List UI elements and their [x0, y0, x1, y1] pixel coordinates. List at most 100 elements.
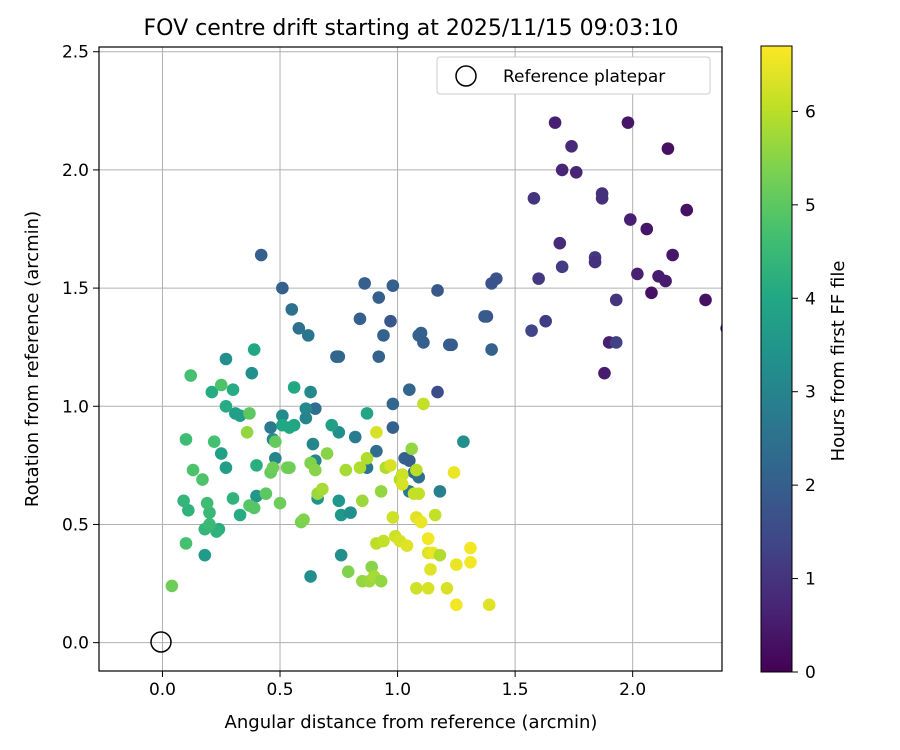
scatter-point	[555, 260, 569, 274]
scatter-point	[485, 343, 498, 356]
scatter-point	[403, 454, 416, 467]
scatter-point	[431, 385, 444, 399]
scatter-point	[365, 560, 379, 574]
colorbar-ticks: 0 1 2 3 4 5 6	[792, 102, 816, 683]
scatter-point	[339, 463, 353, 477]
scatter-point	[196, 473, 209, 486]
scatter-point	[344, 506, 357, 519]
colorbar-tick-label: 0	[805, 663, 816, 683]
scatter-point	[269, 435, 282, 449]
scatter-point	[226, 492, 240, 505]
scatter-point	[386, 397, 400, 411]
y-tick-label: 0.0	[62, 634, 89, 654]
scatter-point	[478, 310, 491, 323]
scatter-point	[301, 329, 315, 342]
scatter-point	[588, 255, 602, 269]
scatter-point	[219, 461, 233, 475]
scatter-point	[661, 142, 675, 155]
scatter-point	[332, 494, 346, 508]
scatter-point	[433, 548, 447, 562]
scatter-point	[250, 459, 263, 472]
scatter-point	[308, 402, 322, 415]
scatter-point	[287, 381, 301, 394]
colorbar-gradient	[760, 45, 793, 673]
scatter-point	[464, 555, 477, 569]
scatter-point	[372, 291, 386, 304]
scatter-point	[269, 451, 282, 465]
scatter-point	[431, 284, 444, 297]
scatter-point	[306, 437, 320, 451]
scatter-point	[334, 548, 348, 562]
y-axis: 0.0 0.5 1.0 1.5 2.0 2.5	[62, 43, 99, 654]
scatter-point	[341, 565, 355, 579]
plot-frame	[98, 46, 723, 672]
scatter-point	[395, 468, 409, 482]
scatter-point	[299, 411, 313, 425]
scatter-point	[353, 461, 367, 475]
scatter-point	[179, 433, 193, 446]
scatter-point	[226, 383, 240, 397]
scatter-point	[464, 541, 477, 555]
x-axis-label: Angular distance from reference (arcmin)	[225, 712, 598, 733]
scatter-point	[285, 303, 299, 316]
x-tick-label: 0.5	[266, 680, 293, 700]
y-tick-label: 0.5	[62, 515, 89, 535]
scatter-point	[539, 314, 552, 328]
colorbar-tick-label: 4	[805, 289, 816, 309]
scatter-point	[182, 503, 195, 517]
scatter-point	[198, 548, 212, 562]
scatter-point	[659, 274, 672, 288]
scatter-point	[325, 418, 339, 432]
scatter-point	[680, 203, 694, 217]
scatter-point	[433, 485, 447, 498]
scatter-point	[374, 485, 388, 498]
colorbar-tick-label: 2	[805, 476, 816, 496]
scatter-point	[297, 513, 310, 527]
scatter-point	[165, 579, 179, 593]
scatter-point	[264, 421, 277, 434]
legend: Reference platepar	[436, 56, 711, 95]
scatter-point	[414, 515, 428, 529]
scatter-point	[247, 343, 261, 356]
scatter-point	[410, 463, 423, 477]
y-tick-label: 2.0	[62, 161, 89, 181]
scatter-point	[259, 487, 273, 501]
scatter-point	[372, 350, 386, 363]
scatter-point	[177, 494, 190, 508]
scatter-point	[447, 466, 461, 479]
scatter-point	[203, 518, 216, 531]
grid-lines	[99, 47, 722, 671]
scatter-points	[165, 116, 722, 612]
scatter-point	[598, 366, 611, 380]
scatter-point	[374, 574, 388, 588]
scatter-point	[595, 191, 609, 205]
scatter-point	[179, 537, 193, 550]
scatter-point	[450, 598, 463, 612]
scatter-point	[283, 461, 296, 475]
scatter-point	[370, 425, 383, 439]
scatter-point	[205, 385, 219, 399]
scatter-point	[229, 407, 242, 420]
scatter-point	[403, 383, 416, 397]
scatter-point	[645, 286, 658, 300]
scatter-point	[482, 598, 496, 612]
scatter-point	[384, 459, 397, 472]
scatter-point	[421, 581, 435, 595]
scatter-point	[377, 534, 390, 548]
scatter-point	[417, 336, 430, 349]
scatter-point	[358, 277, 371, 290]
y-axis-label: Rotation from reference (arcmin)	[22, 211, 43, 507]
colorbar-tick-label: 6	[805, 102, 816, 122]
colorbar-tick-label: 1	[805, 570, 816, 590]
chart-title: FOV centre drift starting at 2025/11/15 …	[144, 16, 679, 41]
scatter-point	[276, 418, 289, 432]
scatter-point	[445, 338, 458, 352]
scatter-point	[424, 563, 437, 576]
x-axis: 0.0 0.5 1.0 1.5 2.0	[149, 671, 646, 700]
scatter-point	[214, 378, 228, 392]
scatter-point	[386, 421, 400, 434]
colorbar: 0 1 2 3 4 5 6 Hours from first FF file	[760, 45, 849, 683]
x-tick-label: 1.5	[502, 680, 529, 700]
scatter-point	[410, 581, 423, 595]
